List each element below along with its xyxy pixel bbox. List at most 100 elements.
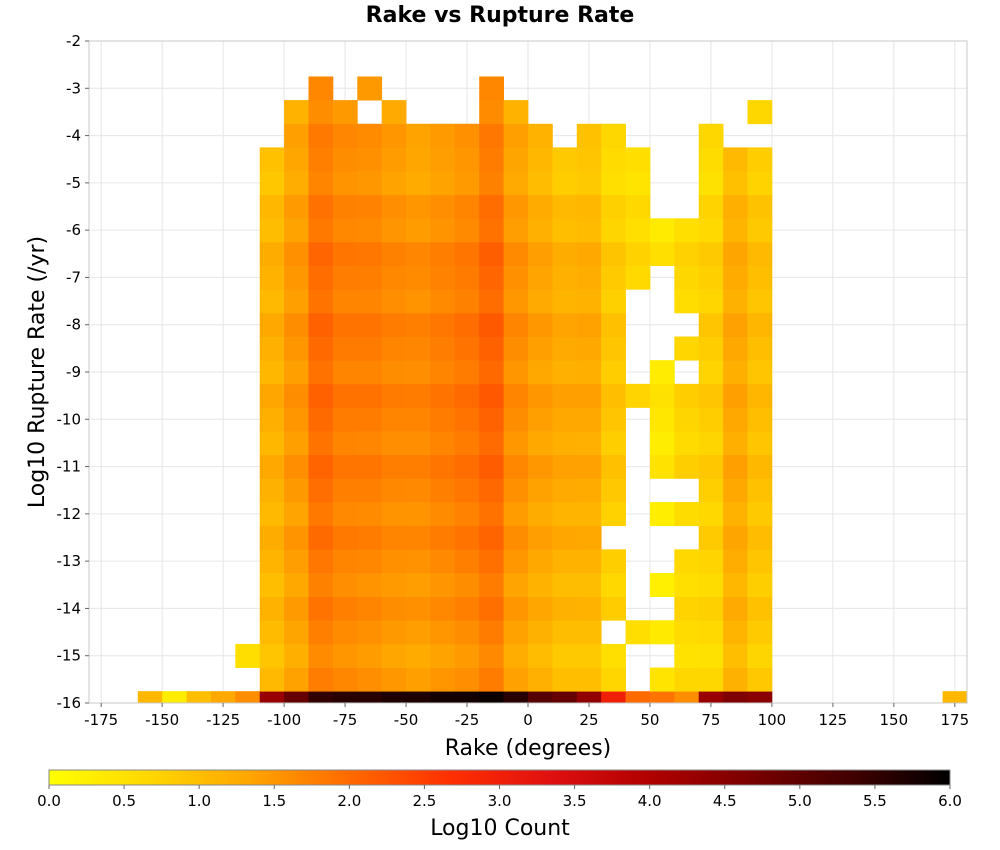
heatmap-cell (381, 691, 407, 704)
x-tick-label: 150 (880, 711, 909, 729)
heatmap-cell (284, 383, 309, 408)
heatmap-cell (284, 312, 309, 337)
heatmap-cell (723, 502, 748, 527)
heatmap-cell (503, 171, 529, 196)
colorbar-label: Log10 Count (430, 816, 570, 841)
heatmap-cell (747, 572, 773, 597)
heatmap-cell (479, 549, 505, 574)
heatmap-cell (747, 691, 773, 704)
heatmap-cell (625, 147, 651, 172)
heatmap-cell (454, 407, 480, 432)
heatmap-cell (552, 383, 578, 408)
heatmap-cell (528, 502, 553, 527)
heatmap-cell (723, 265, 748, 290)
heatmap-cell (357, 502, 383, 527)
heatmap-cell (332, 667, 358, 692)
heatmap-cell (357, 360, 383, 385)
heatmap-cell (747, 454, 773, 479)
heatmap-cell (332, 478, 358, 503)
heatmap-cell (284, 336, 309, 361)
heatmap-cell (308, 667, 334, 692)
heatmap-cell (698, 620, 724, 645)
heatmap-cell (552, 289, 578, 314)
heatmap-cell (674, 289, 700, 314)
heatmap-cell (284, 502, 309, 527)
heatmap-cell (308, 241, 334, 266)
heatmap-cell (479, 454, 505, 479)
colorbar-tick-label: 3.5 (563, 792, 587, 810)
heatmap-cell (747, 171, 773, 196)
heatmap-cell (576, 241, 602, 266)
heatmap-cell (381, 549, 407, 574)
heatmap-cell (357, 620, 383, 645)
heatmap-cell (747, 100, 773, 125)
heatmap-cell (576, 502, 602, 527)
heatmap-cell (698, 667, 724, 692)
heatmap-cell (601, 407, 626, 432)
x-tick-label: -75 (333, 711, 358, 729)
y-tick-label: -16 (57, 694, 82, 712)
heatmap-cell (479, 643, 505, 668)
heatmap-cell (747, 478, 773, 503)
heatmap-cell (284, 360, 309, 385)
heatmap-cell (308, 147, 334, 172)
heatmap-cell (747, 407, 773, 432)
heatmap-cell (454, 691, 480, 704)
heatmap-cell (528, 454, 553, 479)
heatmap-cell (357, 147, 383, 172)
heatmap-cell (552, 691, 578, 704)
heatmap-cell (601, 360, 626, 385)
heatmap-cell (552, 312, 578, 337)
heatmap-cell (332, 336, 358, 361)
heatmap-cell (552, 265, 578, 290)
heatmap-cell (454, 171, 480, 196)
x-tick-label: 100 (758, 711, 787, 729)
heatmap-cell (528, 194, 553, 219)
heatmap-cell (454, 360, 480, 385)
heatmap-cell (332, 620, 358, 645)
heatmap-cell (430, 454, 456, 479)
heatmap-cell (479, 265, 505, 290)
heatmap-cell (454, 383, 480, 408)
heatmap-cell (308, 431, 334, 456)
heatmap-cell (747, 360, 773, 385)
heatmap-cell (381, 478, 407, 503)
y-axis-label: Log10 Rupture Rate (/yr) (25, 236, 50, 508)
heatmap-cell (308, 478, 334, 503)
heatmap-cell (747, 218, 773, 243)
heatmap-cell (406, 525, 431, 550)
heatmap-cell (308, 596, 334, 621)
heatmap-cell (454, 123, 480, 148)
heatmap-cell (674, 572, 700, 597)
heatmap-cell (284, 218, 309, 243)
heatmap-cell (698, 549, 724, 574)
heatmap-cell (649, 620, 675, 645)
heatmap-cell (210, 691, 236, 704)
heatmap-cell (503, 620, 529, 645)
colorbar-tick-label: 1.0 (187, 792, 211, 810)
heatmap-cell (308, 691, 334, 704)
heatmap-cell (601, 241, 626, 266)
heatmap-cell (698, 502, 724, 527)
heatmap-cell (576, 171, 602, 196)
heatmap-cell (259, 336, 285, 361)
heatmap-cell (454, 596, 480, 621)
heatmap-cell (625, 383, 651, 408)
heatmap-cell (259, 241, 285, 266)
heatmap-cell (674, 620, 700, 645)
heatmap-cell (503, 407, 529, 432)
x-tick-label: -100 (267, 711, 301, 729)
heatmap-cell (406, 643, 431, 668)
heatmap-cell (381, 218, 407, 243)
y-tick-label: -4 (66, 127, 81, 145)
heatmap-cell (479, 431, 505, 456)
heatmap-cell (503, 383, 529, 408)
heatmap-cell (723, 431, 748, 456)
heatmap-cell (430, 667, 456, 692)
heatmap-cell (454, 549, 480, 574)
heatmap-cell (503, 691, 529, 704)
heatmap-cell (454, 667, 480, 692)
heatmap-cell (259, 407, 285, 432)
y-tick-label: -6 (66, 221, 81, 239)
heatmap-cell (528, 667, 553, 692)
